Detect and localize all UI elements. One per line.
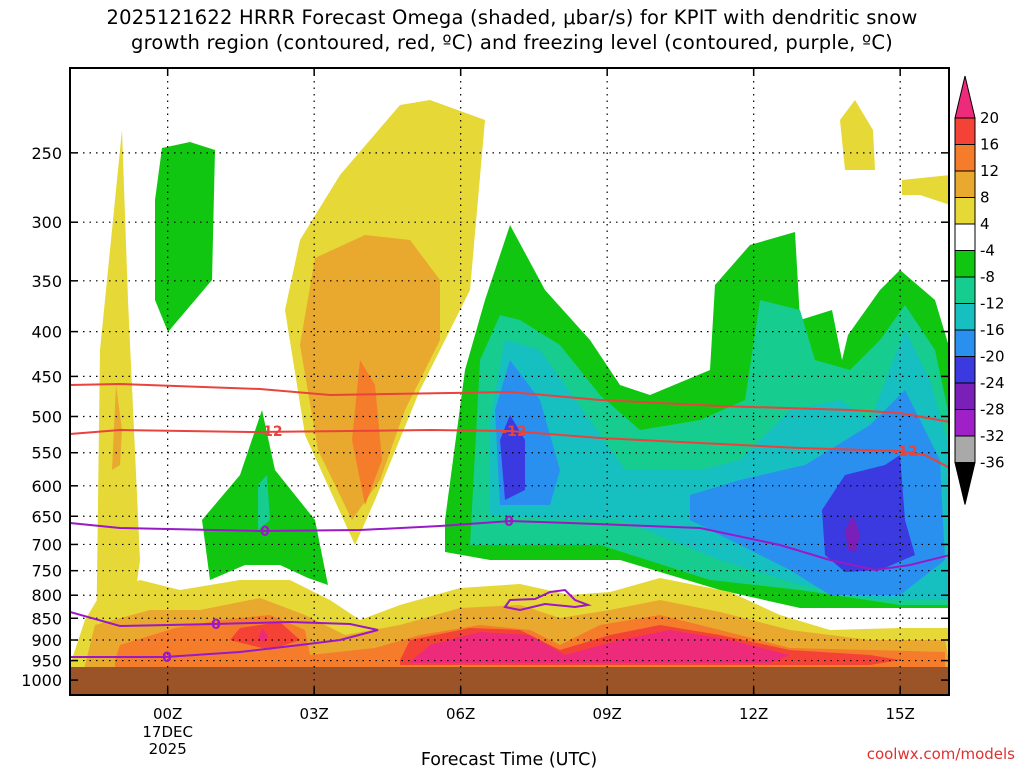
freezing-contour-low [70, 611, 379, 658]
omega-shade-pos-12 [352, 360, 382, 505]
dgz-label: -12 [501, 424, 526, 440]
colorbar-label: 16 [980, 136, 999, 154]
chart-title-line-1: 2025121622 HRRR Forecast Omega (shaded, … [106, 6, 918, 29]
colorbar-label: -24 [980, 374, 1005, 392]
y-tick-label: 550 [31, 444, 62, 463]
x-tick-label: 09Z [592, 705, 621, 723]
colorbar-swatch [954, 223, 976, 251]
terrain-ground [70, 667, 949, 695]
y-tick-label: 300 [31, 213, 62, 232]
y-tick-label: 450 [31, 367, 62, 386]
y-tick-label: 750 [31, 562, 62, 581]
colorbar-label: -28 [980, 401, 1005, 419]
x-tick-label: 00Z [153, 705, 182, 723]
y-tick-label: 400 [31, 323, 62, 342]
colorbar-swatch [954, 329, 976, 357]
omega-shade-neg-24 [845, 515, 860, 552]
omega-shade-neg-8 [258, 475, 270, 530]
chart-title-line-2: growth region (contoured, red, ºC) and f… [131, 31, 893, 54]
x-tick-sublabel: 17DEC [142, 723, 193, 741]
dgz-contours [70, 382, 949, 469]
x-tick-label: 12Z [739, 705, 768, 723]
dgz-contour-lower [70, 428, 949, 469]
y-tick-label: 950 [31, 652, 62, 671]
colorbar-swatch [954, 356, 976, 384]
x-tick-label: 03Z [299, 705, 328, 723]
colorbar-swatch [954, 250, 976, 278]
colorbar-swatch [954, 382, 976, 410]
freezing-label: 0 [260, 524, 270, 540]
freezing-contour-loop [503, 588, 592, 612]
y-tick-label: 900 [31, 631, 62, 650]
omega-shade-neg-4 [155, 142, 215, 332]
grid-lines [70, 68, 949, 695]
colorbar-swatch [954, 409, 976, 437]
dgz-label: -12 [257, 424, 282, 440]
freezing-contours [70, 519, 949, 658]
freezing-contour-mid [70, 519, 949, 572]
y-tick-label: 600 [31, 477, 62, 496]
colorbar-swatch [954, 197, 976, 225]
x-tick-sublabel: 2025 [149, 740, 187, 758]
x-tick-label: 15Z [885, 705, 914, 723]
y-tick-label: 650 [31, 507, 62, 526]
x-tick-label: 06Z [446, 705, 475, 723]
freezing-label: 0 [211, 617, 221, 633]
colorbar-label: -20 [980, 348, 1005, 366]
y-tick-label: 500 [31, 407, 62, 426]
omega-shade-pos-4 [902, 175, 949, 205]
colorbar-label: -32 [980, 427, 1005, 445]
y-tick-label: 350 [31, 272, 62, 291]
colorbar-label: -36 [980, 454, 1005, 472]
colorbar-swatch [954, 303, 976, 331]
omega-shade-neg-20 [500, 415, 525, 500]
colorbar-swatch [954, 170, 976, 198]
freezing-label: 0 [162, 650, 172, 666]
x-axis-label: Forecast Time (UTC) [421, 750, 597, 768]
dgz-contour-upper [70, 382, 949, 423]
y-tick-label: 850 [31, 609, 62, 628]
omega-shade-pos-8 [112, 385, 122, 470]
y-tick-label: 250 [31, 144, 62, 163]
colorbar-label: -8 [980, 268, 995, 286]
dgz-label: -12 [892, 444, 917, 460]
colorbar: 20 16 12 8 4 -4 -8 -12 -16 -20 -24 -28 -32 -36 [954, 75, 1005, 505]
colorbar-label: -16 [980, 321, 1005, 339]
plot-frame [69, 67, 950, 696]
colorbar-label: 8 [980, 189, 990, 207]
freezing-label: 0 [504, 514, 514, 530]
colorbar-label: 20 [980, 109, 999, 127]
credit-text: coolwx.com/models [867, 745, 1015, 763]
colorbar-bottom-arrow [954, 462, 976, 505]
omega-field [70, 100, 949, 695]
omega-shade-pos-4 [840, 100, 875, 170]
omega-shade-neg-20 [822, 455, 915, 572]
colorbar-swatch [954, 276, 976, 304]
y-tick-label: 800 [31, 586, 62, 605]
colorbar-label: 12 [980, 162, 999, 180]
omega-shade-pos-20 [258, 628, 268, 642]
contour-labels: -12 -12 -12 0 0 0 0 [162, 424, 918, 666]
y-axis: 250 300 350 400 450 500 550 600 650 700 750 800 850 9… [21, 144, 949, 690]
colorbar-swatch [954, 117, 976, 145]
omega-shade-pos-20 [410, 630, 790, 663]
colorbar-label: -4 [980, 242, 995, 260]
colorbar-swatch [954, 144, 976, 172]
colorbar-label: -12 [980, 295, 1005, 313]
y-tick-label: 700 [31, 535, 62, 554]
colorbar-swatch [954, 435, 976, 463]
colorbar-top-arrow [954, 75, 976, 119]
colorbar-label: 4 [980, 215, 990, 233]
y-tick-label: 1000 [21, 671, 62, 690]
